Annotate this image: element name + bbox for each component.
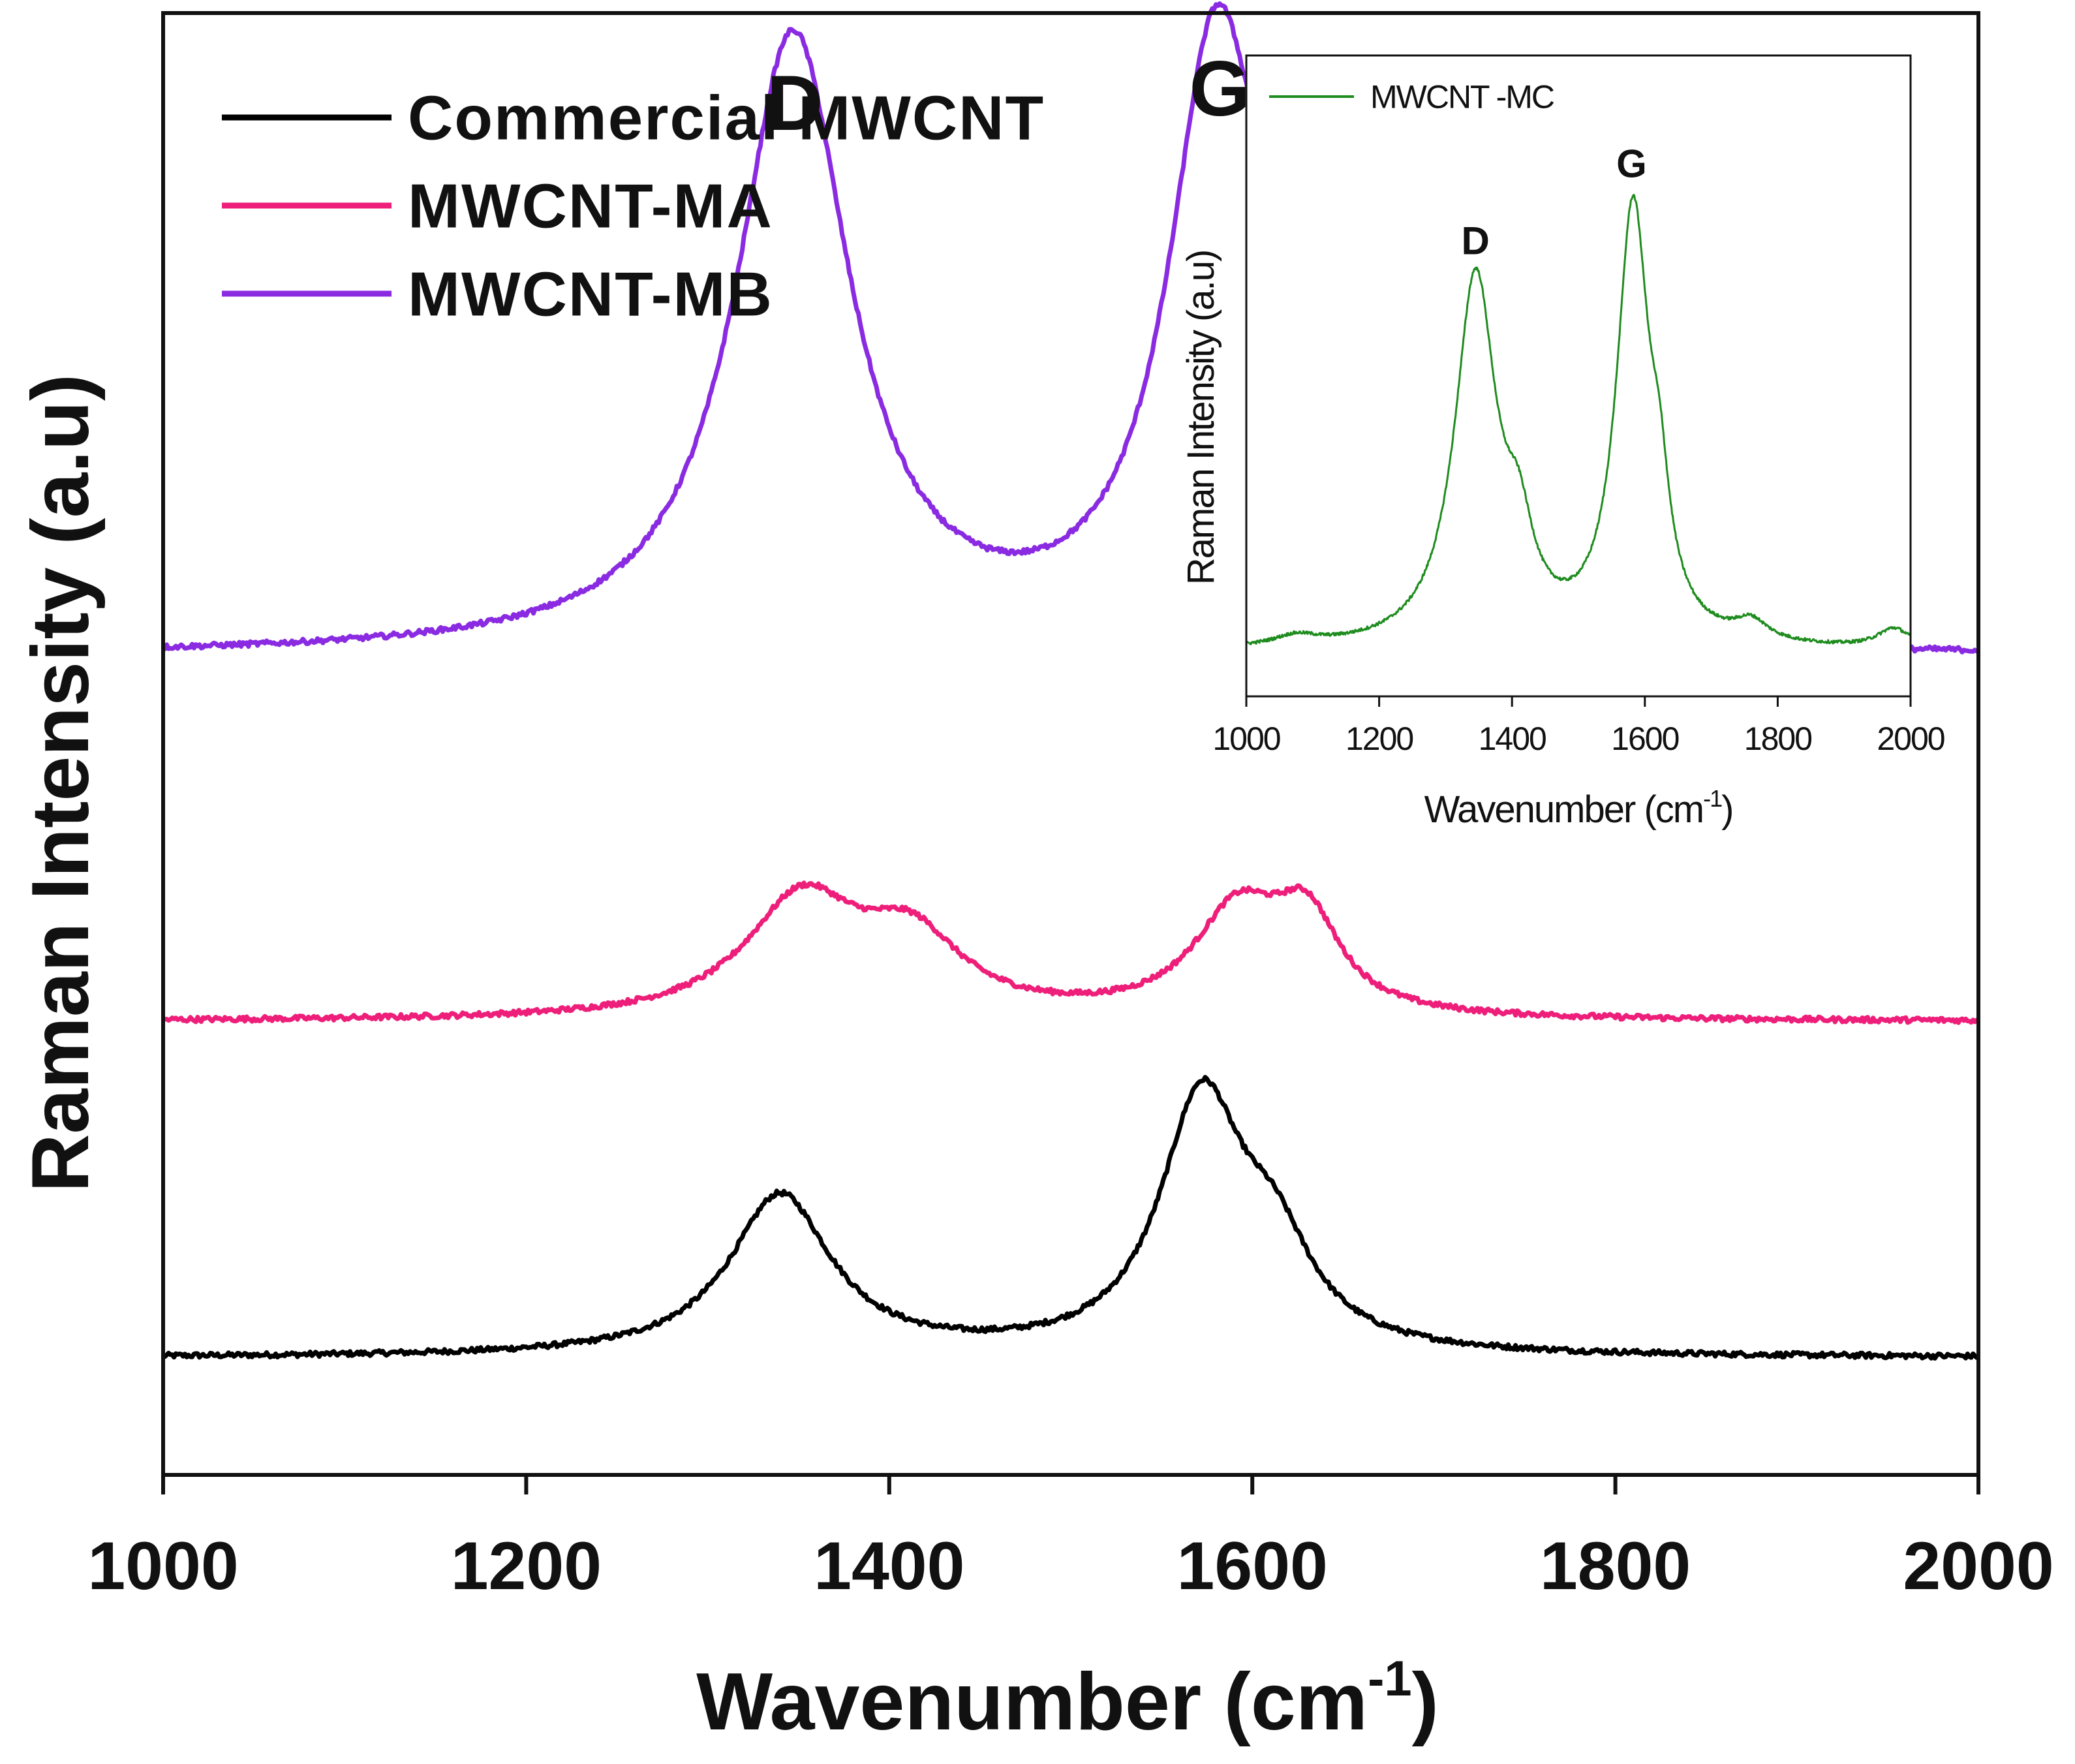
x-tick-label-1800: 1800	[1744, 720, 1811, 757]
peak-label-d: D	[1462, 219, 1490, 262]
series-line-commercial-mwcnt	[161, 1075, 1980, 1361]
inset-legend: MWCNT -MC	[1269, 79, 1556, 116]
legend-label-mwcnt-ma: MWCNT-MA	[408, 172, 773, 241]
main-y-axis-label: Raman Intensity (a.u)	[16, 374, 106, 1192]
inset-background	[1246, 55, 1911, 696]
legend-label-mwcnt-mb: MWCNT-MB	[408, 260, 773, 330]
x-tick-label-1000: 1000	[1212, 720, 1280, 757]
inset-y-axis-label: Raman Intensity (a.u)	[1180, 251, 1222, 585]
x-tick-label-2000: 2000	[1903, 1528, 2053, 1604]
x-tick-label-1800: 1800	[1540, 1528, 1691, 1604]
inset-x-ticks	[1245, 696, 1912, 707]
x-tick-label-1600: 1600	[1177, 1528, 1328, 1604]
main-x-ticks	[161, 1475, 1980, 1494]
series-line-mwcnt-mc	[1245, 194, 1912, 645]
peak-label-g: G	[1189, 45, 1250, 132]
main-plot-frame	[161, 11, 1980, 1477]
peak-label-d: D	[767, 59, 823, 147]
x-tick-label-1600: 1600	[1611, 720, 1678, 757]
main-legend: Commercial MWCNT MWCNT-MA MWCNT-MB	[222, 84, 1045, 330]
legend-label-mwcnt-mc: MWCNT -MC	[1370, 79, 1554, 116]
peak-label-g: G	[1616, 142, 1647, 186]
inset-peak-annotations: DG	[1462, 142, 1647, 263]
x-tick-label-2000: 2000	[1877, 720, 1944, 757]
inset-x-axis-label: Wavenumber (cm-1)	[1424, 785, 1733, 831]
legend-label-commercial-mwcnt: Commercial MWCNT	[408, 84, 1045, 153]
x-tick-label-1200: 1200	[1345, 720, 1413, 757]
main-x-axis-label: Wavenumber (cm-1)	[696, 1651, 1439, 1747]
inset-series-layer	[1245, 194, 1912, 645]
main-x-tick-labels: 1000 1200 1400 1600 1800 2000	[87, 1528, 2053, 1604]
x-tick-label-1400: 1400	[1479, 720, 1546, 757]
inset-x-tick-labels: 1000 1200 1400 1600 1800 2000	[1212, 720, 1945, 757]
inset-chart: 1000 1200 1400 1600 1800 2000 DG MWCNT -MC Wa…	[1180, 54, 1946, 831]
x-tick-label-1000: 1000	[87, 1528, 238, 1604]
series-line-mwcnt-ma	[162, 880, 1980, 1025]
x-tick-label-1400: 1400	[814, 1528, 964, 1604]
x-tick-label-1200: 1200	[451, 1528, 602, 1604]
inset-plot-frame	[1245, 54, 1912, 698]
